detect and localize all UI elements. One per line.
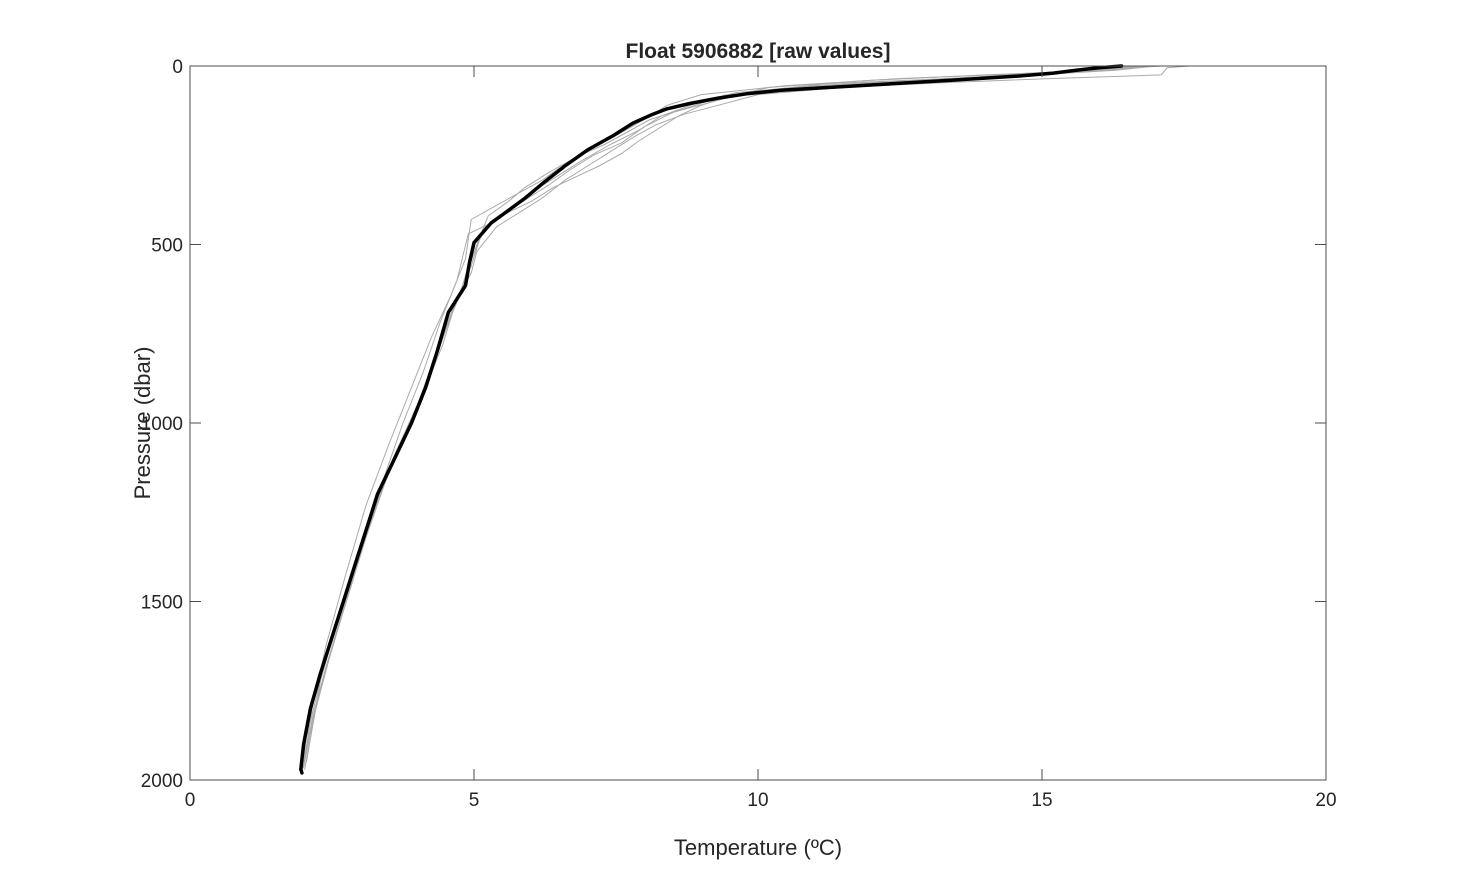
x-tick-label: 20	[1315, 790, 1336, 811]
axis-tick-labels: 0 5 10 15 20 0 500 1000 1500 2000	[141, 57, 1337, 811]
axis-ticks	[189, 65, 1327, 781]
y-tick-label: 0	[172, 57, 183, 78]
x-tick-label: 15	[1031, 790, 1052, 811]
x-tick-label: 5	[469, 790, 480, 811]
chart-title: Float 5906882 [raw values]	[626, 40, 891, 63]
y-tick-label: 1000	[141, 414, 183, 435]
y-tick-label: 500	[151, 236, 183, 257]
y-tick-label: 2000	[141, 771, 183, 792]
y-tick-label: 1500	[141, 593, 183, 614]
highlight-profile-line	[299, 64, 1124, 775]
x-axis-label: Temperature (ºC)	[674, 835, 842, 860]
y-axis-label: Pressure (dbar)	[130, 347, 155, 500]
plot-area	[190, 66, 1326, 780]
x-tick-label: 0	[185, 790, 196, 811]
highlight-series-line	[299, 64, 1124, 775]
x-tick-label: 10	[747, 790, 768, 811]
